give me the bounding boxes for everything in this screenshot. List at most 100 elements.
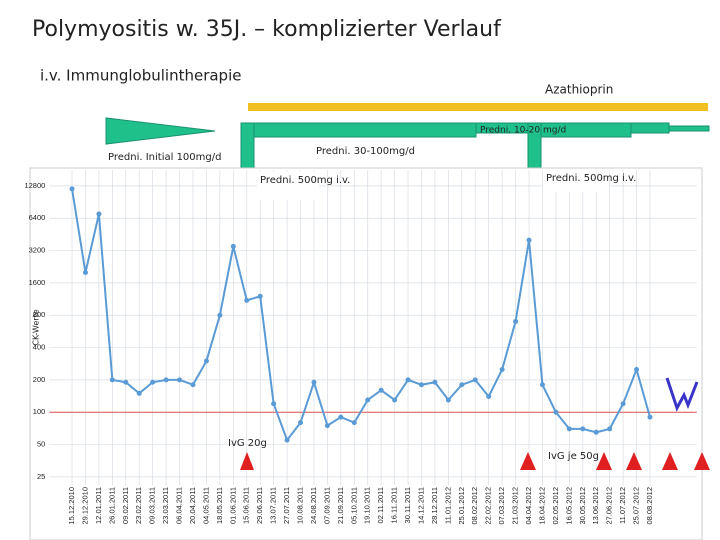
data-point [432, 379, 438, 385]
data-point [539, 382, 545, 388]
data-point [298, 420, 304, 426]
data-point [136, 390, 142, 396]
x-tick-label: 30.05.2012 [578, 487, 587, 525]
x-tick-label: 15.12.2010 [67, 487, 76, 525]
x-tick-label: 08.08.2012 [645, 487, 654, 525]
predni-wedge [105, 117, 216, 145]
data-point [123, 379, 129, 385]
data-point [163, 377, 169, 383]
x-tick-label: 05.10.2011 [349, 487, 358, 524]
x-tick-label: 11.07.2012 [618, 487, 627, 524]
x-tick-label: 07.09.2011 [322, 487, 331, 524]
predni-block [253, 122, 477, 138]
x-tick-label: 10.08.2011 [296, 487, 305, 524]
data-point [284, 437, 290, 443]
data-point [378, 387, 384, 393]
azathioprin-bar [248, 103, 708, 111]
check-mark [665, 377, 699, 412]
x-tick-label: 02.05.2012 [551, 487, 560, 525]
data-point [405, 377, 411, 383]
annotation: Predni. Initial 100mg/d [108, 152, 221, 163]
data-point [365, 397, 371, 403]
x-tick-label: 18.04.2012 [537, 487, 546, 525]
y-axis-label: CK-Werte [32, 309, 41, 345]
label-bg [543, 170, 609, 192]
y-tick-label: 400 [33, 343, 46, 352]
x-tick-label: 04.05.2011 [201, 487, 210, 524]
data-point [418, 382, 424, 388]
data-point [271, 401, 277, 407]
ivig-marker [662, 452, 678, 470]
x-tick-label: 08.02.2012 [470, 487, 479, 525]
data-point [257, 293, 263, 299]
x-tick-label: 16.05.2012 [564, 487, 573, 525]
x-tick-label: 12.01.2011 [94, 487, 103, 524]
annotation: IvG je 50g [548, 451, 599, 462]
x-tick-label: 13.06.2012 [591, 487, 600, 525]
x-tick-label: 23.02.2011 [134, 487, 143, 524]
data-point [351, 420, 357, 426]
y-tick-label: 50 [37, 440, 45, 449]
x-tick-label: 25.07.2012 [632, 487, 641, 525]
data-point [445, 397, 451, 403]
data-point [82, 269, 88, 275]
data-point [634, 366, 640, 372]
predni-block [630, 122, 670, 134]
annotation: IvG 20g [228, 438, 267, 449]
x-tick-label: 18.05.2011 [215, 487, 224, 524]
x-tick-label: 21.09.2011 [336, 487, 345, 524]
data-point [607, 426, 613, 432]
data-point [203, 358, 209, 364]
y-tick-label: 100 [33, 407, 46, 416]
x-tick-label: 07.03.2012 [497, 487, 506, 525]
x-tick-label: 27.06.2012 [605, 487, 614, 525]
y-tick-label: 1600 [29, 278, 46, 287]
x-tick-label: 19.10.2011 [363, 487, 372, 524]
annotation: Predni. 500mg i.v. [260, 175, 350, 186]
x-tick-label: 26.01.2011 [107, 487, 116, 524]
data-point [392, 397, 398, 403]
data-point [486, 394, 492, 400]
data-point [513, 318, 519, 324]
annotation: Azathioprin [545, 83, 613, 97]
data-point [244, 297, 250, 303]
data-point [647, 414, 653, 420]
data-point [311, 379, 317, 385]
ivig-marker [626, 452, 642, 470]
x-tick-label: 09.02.2011 [121, 487, 130, 524]
x-tick-label: 30.11.2011 [403, 487, 412, 523]
data-point [190, 382, 196, 388]
annotation: Predni. 500mg i.v. [546, 173, 636, 184]
annotation: Predni. 10-20 mg/d [480, 126, 566, 136]
x-tick-label: 24.08.2011 [309, 487, 318, 524]
annotation: i.v. Immunglobulintherapie [40, 67, 241, 85]
data-point [459, 382, 465, 388]
data-point [472, 377, 478, 383]
y-tick-label: 3200 [29, 246, 46, 255]
data-point [580, 426, 586, 432]
ivig-marker [694, 452, 710, 470]
data-point [553, 409, 559, 415]
data-point [499, 366, 505, 372]
x-tick-label: 06.04.2011 [175, 487, 184, 524]
x-tick-label: 09.03.2011 [148, 487, 157, 524]
x-tick-label: 25.01.2012 [457, 487, 466, 525]
ivig-marker [520, 452, 536, 470]
data-point [593, 429, 599, 435]
annotation: Predni. 30-100mg/d [316, 146, 415, 157]
x-tick-label: 14.12.2011 [416, 487, 425, 524]
x-tick-label: 27.07.2011 [282, 487, 291, 524]
ivig-marker [596, 452, 612, 470]
plot-area [29, 167, 703, 540]
data-point [96, 211, 102, 217]
x-tick-label: 20.04.2011 [188, 487, 197, 524]
data-point [324, 423, 330, 429]
data-point [566, 426, 572, 432]
label-bg [257, 172, 319, 200]
x-tick-label: 22.02.2012 [484, 487, 493, 525]
predni-block [668, 125, 710, 132]
data-point [150, 379, 156, 385]
data-point [526, 237, 532, 243]
data-point [177, 377, 183, 383]
